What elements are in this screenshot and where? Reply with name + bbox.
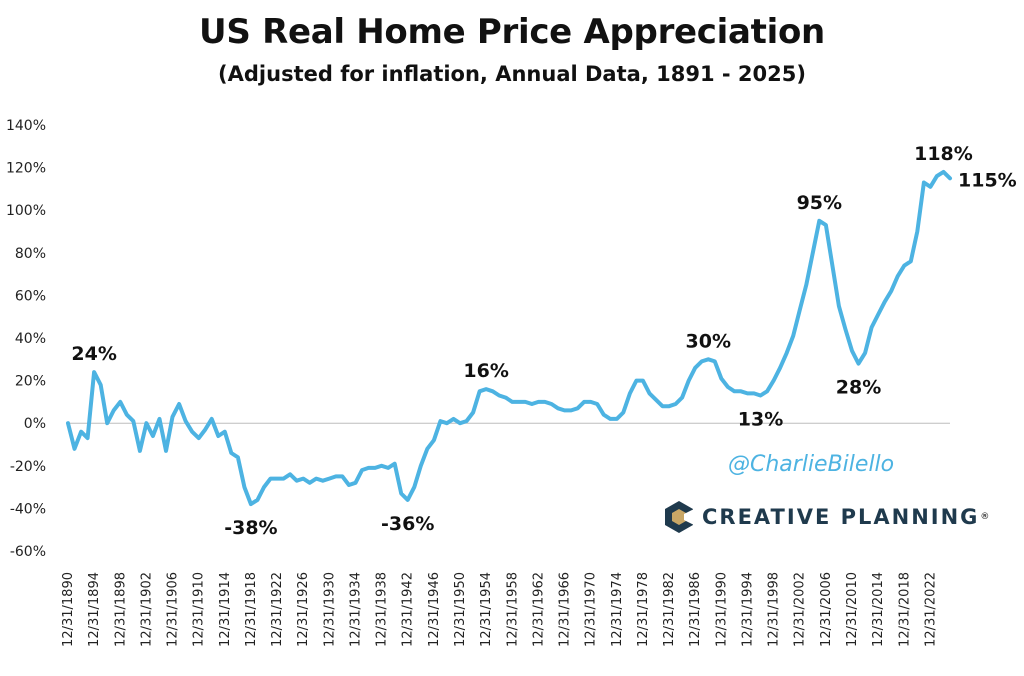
x-tick-label: 12/31/1890 <box>61 572 76 647</box>
y-tick-label: 80% <box>15 246 46 262</box>
data-label: 30% <box>686 330 731 352</box>
y-axis: -60% -40% -20% 0% 20% 40% 60% 80% 100% 120% 140% <box>6 118 46 560</box>
y-tick-label: 0% <box>24 416 46 432</box>
x-tick-label: 12/31/1934 <box>348 572 363 647</box>
x-tick-label: 12/31/2022 <box>923 572 938 647</box>
data-label: -36% <box>381 513 434 535</box>
y-tick-label: -40% <box>10 501 46 517</box>
x-tick-label: 12/31/1914 <box>218 572 233 647</box>
creative-planning-logo-icon <box>665 501 694 533</box>
brand-name: CREATIVE PLANNING <box>702 505 980 529</box>
y-tick-label: 60% <box>15 288 46 304</box>
x-tick-label: 12/31/1974 <box>610 572 625 647</box>
y-tick-label: 140% <box>6 118 46 134</box>
x-tick-label: 12/31/1902 <box>139 572 154 647</box>
y-tick-label: 100% <box>6 203 46 219</box>
x-tick-label: 12/31/1962 <box>531 572 546 647</box>
x-tick-label: 12/31/1990 <box>714 572 729 647</box>
annotation-layer: 24% -38% -36% 16% 30% 13% 95% 28% 118% 115% <box>71 143 1016 539</box>
brand-logo: CREATIVE PLANNING ® <box>664 500 989 534</box>
x-tick-label: 12/31/1910 <box>192 572 207 647</box>
x-tick-label: 12/31/1946 <box>427 572 442 647</box>
x-tick-label: 12/31/1942 <box>401 572 416 647</box>
logo-cut-shape <box>684 509 694 525</box>
series-layer <box>66 169 952 507</box>
watermark-handle: @CharlieBilello <box>728 452 895 477</box>
x-tick-label: 12/31/1918 <box>244 572 259 647</box>
x-tick-label: 12/31/1922 <box>270 572 285 647</box>
data-label: 16% <box>463 360 508 382</box>
x-tick-label: 12/31/1954 <box>479 572 494 647</box>
logo-inner-shape <box>672 509 686 525</box>
x-tick-label: 12/31/1978 <box>636 572 651 647</box>
data-label: 13% <box>738 409 783 431</box>
x-tick-label: 12/31/2010 <box>845 572 860 647</box>
y-tick-label: 20% <box>15 374 46 390</box>
data-label: -38% <box>224 517 277 539</box>
data-label: 118% <box>914 143 973 165</box>
x-tick-label: 12/31/1930 <box>322 572 337 647</box>
x-tick-label: 12/31/1994 <box>740 572 755 647</box>
x-tick-label: 12/31/1982 <box>662 572 677 647</box>
y-tick-label: -20% <box>10 459 46 475</box>
x-tick-label: 12/31/2018 <box>897 572 912 647</box>
series-line <box>66 169 952 507</box>
x-tick-label: 12/31/1950 <box>453 572 468 647</box>
x-tick-label: 12/31/1998 <box>767 572 782 647</box>
y-tick-label: 40% <box>15 331 46 347</box>
x-tick-label: 12/31/2002 <box>793 572 808 647</box>
x-tick-label: 12/31/2014 <box>871 572 886 647</box>
brand-trademark: ® <box>980 512 990 522</box>
x-tick-label: 12/31/1958 <box>505 572 520 647</box>
x-tick-label: 12/31/1898 <box>113 572 128 647</box>
x-tick-label: 12/31/1926 <box>296 572 311 647</box>
x-axis: 12/31/1890 12/31/1894 12/31/1898 12/31/1902… <box>61 422 950 647</box>
chart-subtitle: (Adjusted for inflation, Annual Data, 18… <box>218 62 806 86</box>
y-tick-label: -60% <box>10 544 46 560</box>
chart-title: US Real Home Price Appreciation <box>199 12 825 52</box>
x-tick-label: 12/31/1986 <box>688 572 703 647</box>
x-tick-label: 12/31/1970 <box>584 572 599 647</box>
data-label: 24% <box>71 343 116 365</box>
x-tick-label: 12/31/1938 <box>375 572 390 647</box>
x-tick-label: 12/31/1906 <box>166 572 181 647</box>
x-tick-label: 12/31/1894 <box>87 572 102 647</box>
data-label: 95% <box>797 192 842 214</box>
x-tick-label: 12/31/2006 <box>819 572 834 647</box>
data-label: 28% <box>836 377 881 399</box>
data-label: 115% <box>958 169 1017 191</box>
x-tick-label: 12/31/1966 <box>558 572 573 647</box>
y-tick-label: 120% <box>6 161 46 177</box>
